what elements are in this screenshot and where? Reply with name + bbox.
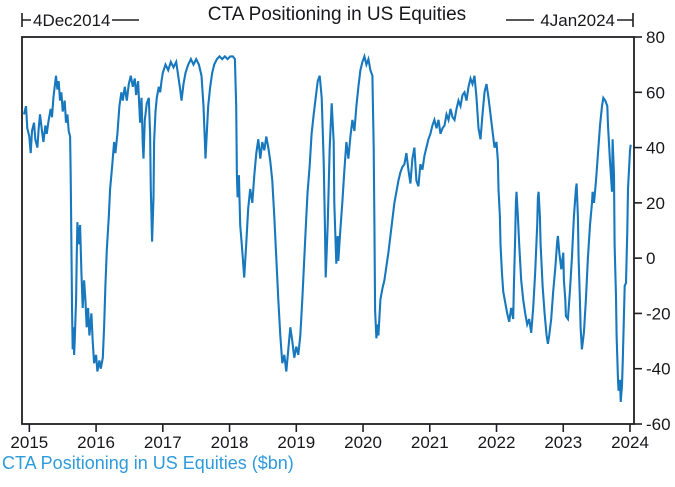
plot-border	[21, 36, 635, 425]
y-tick-label: 20	[646, 194, 665, 213]
y-tick-label: 40	[646, 139, 665, 158]
x-tick-label: 2022	[478, 433, 516, 452]
x-axis-bottom: 2015 2016 2017 2018 2019 2020 2021 2022 2023 2024	[10, 424, 649, 452]
y-tick-label: 80	[646, 28, 665, 47]
right-range-bracket	[506, 13, 634, 27]
y-tick-label: 0	[646, 249, 655, 268]
left-range-bracket	[21, 13, 139, 27]
chart-caption: CTA Positioning in US Equities ($bn)	[2, 453, 294, 473]
chart-title: CTA Positioning in US Equities	[208, 4, 466, 25]
y-tick-label: -20	[646, 304, 671, 323]
left-range-label: 4Dec2014	[33, 11, 111, 30]
x-tick-label: 2018	[211, 433, 249, 452]
y-tick-label: -40	[646, 360, 671, 379]
x-tick-label: 2020	[344, 433, 382, 452]
x-tick-label: 2016	[77, 433, 115, 452]
y-axis-right: 80 60 40 20 0 -20 -40 -60	[634, 28, 671, 434]
x-tick-label: 2023	[544, 433, 582, 452]
x-tick-label: 2021	[411, 433, 449, 452]
y-tick-label: -60	[646, 415, 671, 434]
x-tick-label: 2017	[144, 433, 182, 452]
right-range-label: 4Jan2024	[540, 11, 615, 30]
y-tick-label: 60	[646, 83, 665, 102]
x-tick-label: 2019	[277, 433, 315, 452]
x-tick-label: 2024	[611, 433, 649, 452]
x-tick-label: 2015	[10, 433, 48, 452]
cta-series-line	[22, 52, 632, 402]
